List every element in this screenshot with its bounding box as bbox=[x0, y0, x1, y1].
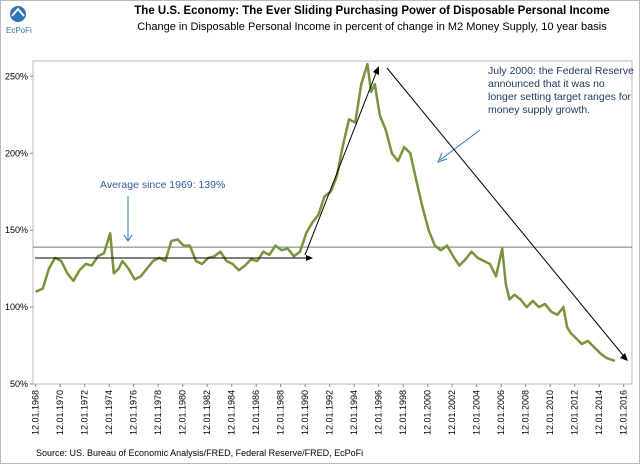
x-tick-label: 12.01.2010 bbox=[545, 390, 555, 435]
trend-arrowhead bbox=[306, 255, 313, 261]
x-tick-label: 12.01.2000 bbox=[423, 390, 433, 435]
x-tick-label: 12.01.1972 bbox=[80, 390, 90, 435]
trend-arrow-up bbox=[304, 67, 379, 256]
fed-annotation-line: longer setting target ranges for bbox=[488, 91, 632, 103]
chart-subtitle: Change in Disposable Personal Income in … bbox=[137, 21, 607, 33]
x-tick-label: 12.01.1974 bbox=[104, 390, 114, 435]
x-tick-label: 12.01.2016 bbox=[619, 390, 629, 435]
fed-annotation-line: July 2000: the Federal Reserve bbox=[488, 65, 634, 77]
x-tick-label: 12.01.2006 bbox=[496, 390, 506, 435]
fed-arrow bbox=[439, 129, 481, 161]
x-tick-label: 12.01.1968 bbox=[31, 390, 41, 435]
x-tick-label: 12.01.1978 bbox=[153, 390, 163, 435]
x-tick-label: 12.01.1982 bbox=[202, 390, 212, 435]
fed-annotation-line: money supply growth. bbox=[488, 104, 590, 116]
x-tick-label: 12.01.1986 bbox=[251, 390, 261, 435]
fed-annotation: July 2000: the Federal Reserveannounced … bbox=[488, 65, 634, 116]
chart-title: The U.S. Economy: The Ever Sliding Purch… bbox=[134, 5, 609, 17]
x-tick-label: 12.01.1980 bbox=[178, 390, 188, 435]
fed-arrowhead bbox=[437, 152, 448, 163]
average-arrowhead bbox=[123, 234, 133, 242]
y-tick-label: 100% bbox=[5, 302, 28, 312]
y-tick-label: 50% bbox=[10, 379, 28, 389]
x-tick-label: 12.01.1988 bbox=[276, 390, 286, 435]
series-line bbox=[35, 62, 616, 363]
logo-mark bbox=[11, 7, 25, 17]
y-tick-label: 150% bbox=[5, 225, 28, 235]
trend-arrowhead bbox=[620, 353, 628, 361]
x-tick-label: 12.01.2014 bbox=[594, 390, 604, 435]
logo-text: EcPoFi bbox=[6, 26, 32, 35]
logo: EcPoFi bbox=[6, 6, 32, 35]
trend-arrowhead bbox=[373, 66, 379, 75]
x-tick-label: 12.01.1970 bbox=[55, 390, 65, 435]
x-tick-label: 12.01.2004 bbox=[472, 390, 482, 435]
x-tick-label: 12.01.1996 bbox=[374, 390, 384, 435]
x-tick-label: 12.01.1984 bbox=[227, 390, 237, 435]
x-tick-label: 12.01.2012 bbox=[570, 390, 580, 435]
fed-annotation-line: announced that it was no bbox=[488, 78, 605, 90]
x-tick-label: 12.01.1998 bbox=[398, 390, 408, 435]
logo-icon bbox=[10, 6, 26, 22]
x-tick-label: 12.01.2002 bbox=[447, 390, 457, 435]
x-tick-label: 12.01.1992 bbox=[325, 390, 335, 435]
average-annotation: Average since 1969: 139% bbox=[100, 179, 225, 191]
x-tick-label: 12.01.1990 bbox=[300, 390, 310, 435]
source: Source: US. Bureau of Economic Analysis/… bbox=[36, 448, 363, 458]
x-tick-label: 12.01.2008 bbox=[521, 390, 531, 435]
y-tick-label: 250% bbox=[5, 71, 28, 81]
plot bbox=[30, 62, 632, 387]
plot-border bbox=[32, 60, 633, 385]
y-tick-label: 200% bbox=[5, 148, 28, 158]
x-tick-label: 12.01.1976 bbox=[129, 390, 139, 435]
x-tick-label: 12.01.1994 bbox=[349, 390, 359, 435]
trend-arrow-down bbox=[386, 67, 628, 361]
